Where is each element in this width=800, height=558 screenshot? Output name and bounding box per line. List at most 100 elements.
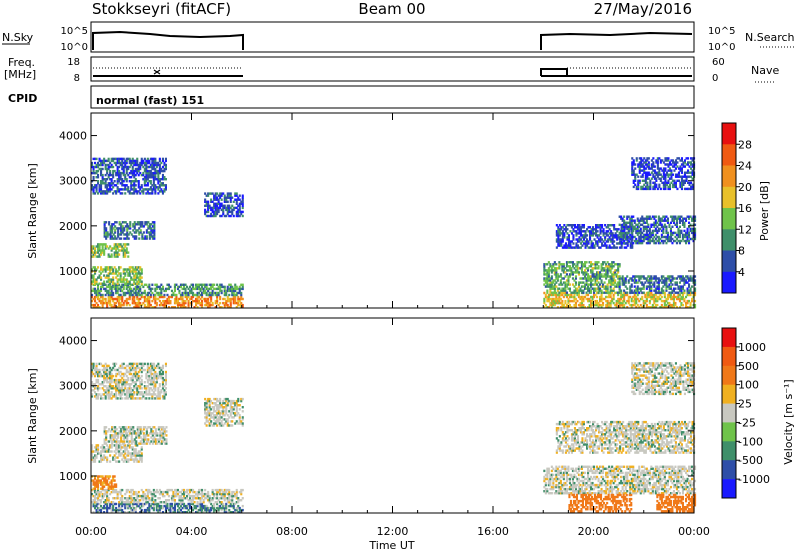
data-cell xyxy=(239,199,241,201)
data-cell xyxy=(659,242,661,244)
data-cell xyxy=(162,286,164,288)
data-cell xyxy=(132,266,134,268)
data-cell xyxy=(600,232,602,234)
data-cell xyxy=(105,221,107,223)
colorbar-segment xyxy=(722,272,736,294)
colorbar-tick-label: 16 xyxy=(738,202,752,215)
data-cell xyxy=(598,265,600,267)
data-cell xyxy=(667,218,669,220)
data-cell xyxy=(153,231,155,233)
data-cell xyxy=(201,300,203,302)
y-tick-label: 2000 xyxy=(59,220,87,233)
data-cell xyxy=(638,300,640,302)
data-cell xyxy=(634,220,636,222)
data-cell xyxy=(691,300,693,302)
data-cell xyxy=(94,266,96,268)
data-cell xyxy=(679,242,681,244)
data-cell xyxy=(112,505,114,507)
data-cell xyxy=(619,283,621,285)
data-cell xyxy=(648,178,650,180)
data-cell xyxy=(679,222,681,224)
data-cell xyxy=(150,180,152,182)
data-cell xyxy=(639,172,641,174)
colorbar-tick-label: 8 xyxy=(738,245,745,258)
data-cell xyxy=(572,238,574,240)
data-cell xyxy=(216,300,218,302)
data-cell xyxy=(219,302,221,304)
colorbar-segment xyxy=(722,187,736,209)
data-cell xyxy=(661,304,663,306)
data-cell xyxy=(233,201,235,203)
data-cell xyxy=(108,221,110,223)
data-cell xyxy=(165,158,167,160)
data-cell xyxy=(136,158,138,160)
data-cell xyxy=(141,221,143,223)
data-cell xyxy=(656,304,658,306)
data-cell xyxy=(111,253,113,255)
data-cell xyxy=(218,292,220,294)
freq-label-2: [MHz] xyxy=(4,68,36,81)
data-cell xyxy=(688,283,690,285)
data-cell xyxy=(165,164,167,166)
colorbar-tick-label: 4 xyxy=(738,266,745,279)
data-cell xyxy=(135,235,137,237)
data-cell xyxy=(569,304,571,306)
data-cell xyxy=(109,300,111,302)
nsky-label: N.Sky xyxy=(2,31,34,44)
colorbar-tick-label: 12 xyxy=(738,223,752,236)
data-cell xyxy=(242,211,244,213)
nsky-tick-top: 10^5 xyxy=(61,26,88,37)
data-cell xyxy=(683,290,685,292)
data-cell xyxy=(661,296,663,298)
data-cell xyxy=(640,157,642,159)
data-cell xyxy=(633,159,635,161)
data-cell xyxy=(569,275,571,277)
data-cell xyxy=(692,186,694,188)
data-cell xyxy=(108,497,110,499)
colorbar-segment xyxy=(722,229,736,251)
data-cell xyxy=(631,283,633,285)
data-cell xyxy=(671,226,673,228)
data-cell xyxy=(141,276,143,278)
data-cell xyxy=(112,501,114,503)
data-cell xyxy=(637,186,639,188)
data-cell xyxy=(230,284,232,286)
data-cell xyxy=(649,242,651,244)
freq-panel: Freq. [MHz] 18 8 60 0 Nave xyxy=(4,56,779,84)
cpid-label: CPID xyxy=(8,92,37,105)
data-cell xyxy=(569,288,571,290)
data-cell xyxy=(118,253,120,255)
data-cell xyxy=(676,222,678,224)
data-cell xyxy=(600,236,602,238)
freq-trace-2 xyxy=(541,69,692,76)
data-cell xyxy=(230,300,232,302)
data-cell xyxy=(665,242,667,244)
data-cell xyxy=(634,163,636,165)
data-cell xyxy=(635,279,637,281)
data-cell xyxy=(121,489,123,491)
data-cell xyxy=(138,237,140,239)
data-cell xyxy=(640,228,642,230)
data-cell xyxy=(93,176,95,178)
data-cell xyxy=(674,288,676,290)
data-cell xyxy=(100,276,102,278)
data-cell xyxy=(626,242,628,244)
data-cell xyxy=(601,273,603,275)
data-cell xyxy=(207,195,209,197)
data-cell xyxy=(117,281,119,283)
data-cell xyxy=(607,288,609,290)
data-cell xyxy=(562,238,564,240)
data-cell xyxy=(242,195,244,197)
power-colorbar-label: Power [dB] xyxy=(758,181,771,241)
data-cell xyxy=(685,242,687,244)
data-cell xyxy=(153,237,155,239)
data-cell xyxy=(236,489,238,491)
colorbar-segment xyxy=(722,123,736,145)
data-cell xyxy=(556,224,558,226)
velocity-data xyxy=(91,362,696,513)
data-cell xyxy=(643,292,645,294)
data-cell xyxy=(681,172,683,174)
data-cell xyxy=(634,180,636,182)
data-cell xyxy=(667,232,669,234)
data-cell xyxy=(583,224,585,226)
